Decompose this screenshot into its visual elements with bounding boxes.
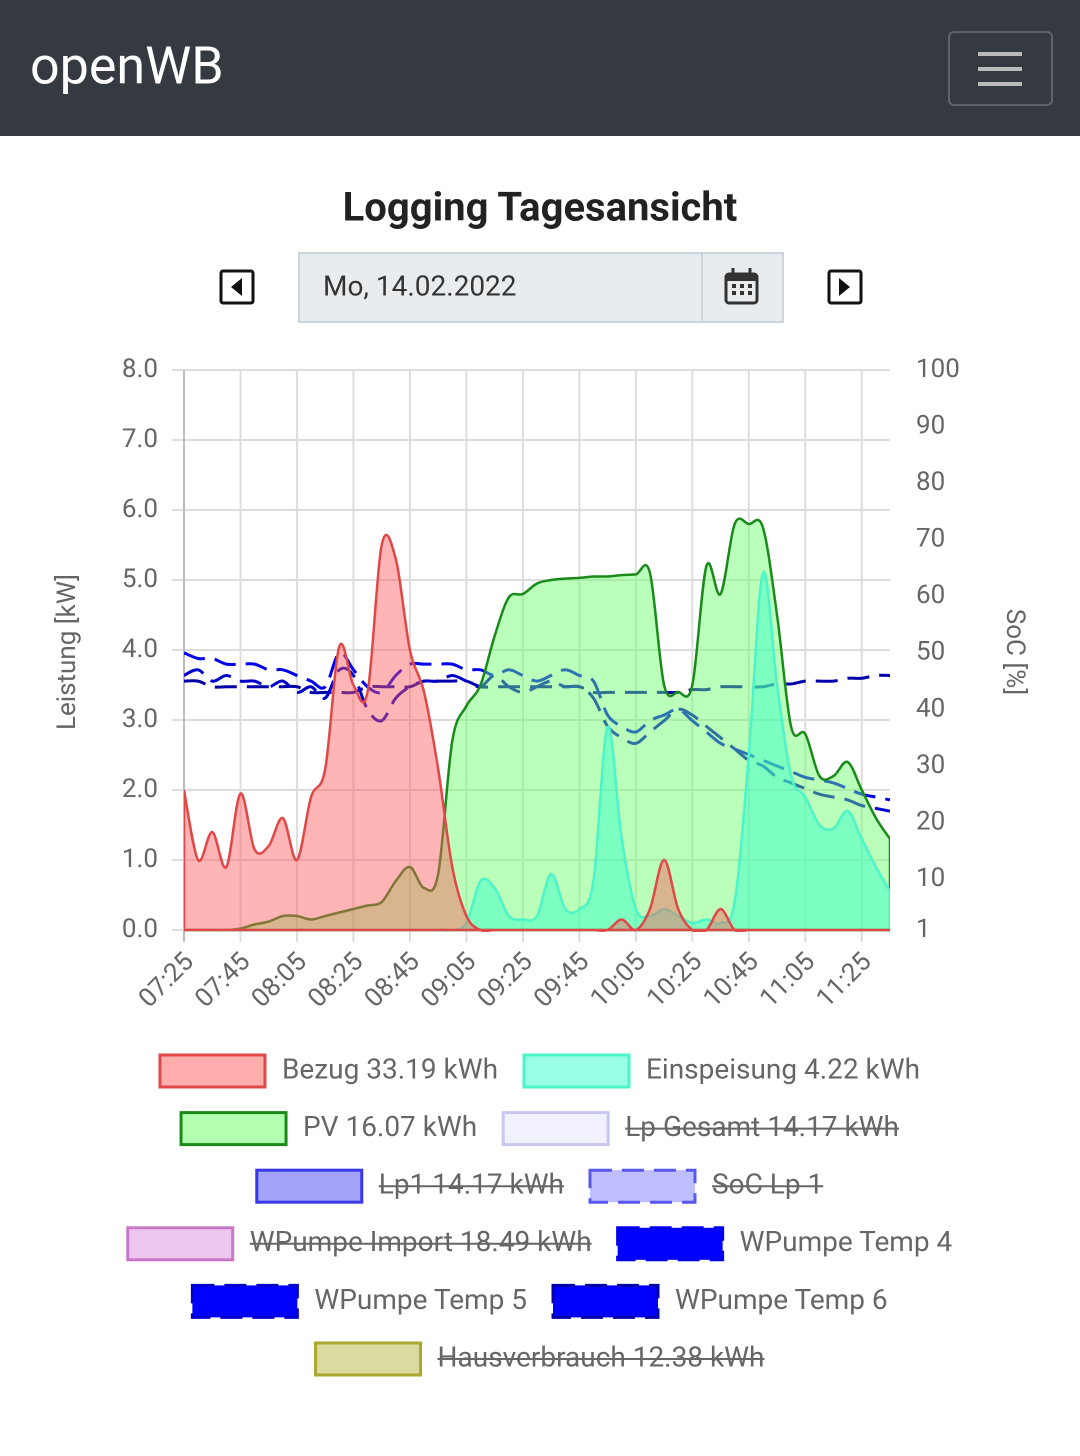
x-tick-label: 10:05 [585, 947, 652, 1014]
x-tick-label: 07:45 [189, 947, 256, 1014]
legend-swatch [126, 1226, 235, 1262]
x-tick-label: 08:05 [246, 947, 313, 1014]
legend-swatch [501, 1111, 610, 1147]
x-tick-label: 10:25 [641, 947, 708, 1014]
area [184, 533, 890, 932]
y-tick-label: 5.0 [122, 564, 158, 594]
page-title: Logging Tagesansicht [343, 184, 738, 231]
legend-item[interactable]: WPumpe Temp 4 [616, 1225, 953, 1262]
legend-item[interactable]: Hausverbrauch 12.38 kWh [314, 1340, 765, 1377]
x-tick-label: 09:25 [472, 947, 539, 1014]
y2-tick-label: 20 [916, 806, 945, 836]
legend-swatch [522, 1053, 631, 1089]
legend-swatch [588, 1168, 697, 1204]
y2-tick-label: 80 [916, 467, 945, 497]
y2-tick-label: 30 [916, 750, 945, 780]
y2-tick-label: 40 [916, 693, 945, 723]
legend-swatch [179, 1111, 288, 1147]
legend-swatch [158, 1053, 267, 1089]
x-tick-label: 11:25 [811, 947, 878, 1014]
legend-item[interactable]: PV 16.07 kWh [179, 1110, 477, 1147]
legend-item[interactable]: Lp1 14.17 kWh [255, 1168, 564, 1204]
legend-item[interactable]: Bezug 33.19 kWh [158, 1052, 498, 1089]
area [184, 517, 890, 932]
y2-axis-label: SoC [%] [1000, 609, 1030, 695]
legend-item[interactable]: WPumpe Temp 6 [551, 1283, 888, 1319]
legend-label: Lp Gesamt 14.17 kWh [625, 1110, 899, 1143]
y2-tick-label: 70 [916, 524, 945, 554]
legend-label: Lp1 14.17 kWh [379, 1168, 564, 1201]
legend-label: WPumpe Temp 6 [675, 1283, 888, 1316]
temp-line [184, 651, 890, 802]
x-tick-label: 08:45 [359, 947, 426, 1014]
legend-label: Bezug 33.19 kWh [282, 1052, 498, 1085]
y2-tick-label: 100 [916, 354, 960, 384]
x-tick-label: 07:25 [133, 947, 200, 1014]
navbar [0, 0, 1080, 136]
legend-label: SoC Lp 1 [712, 1168, 823, 1201]
y-tick-label: 0.0 [122, 914, 158, 944]
y-tick-label: 8.0 [122, 354, 158, 384]
legend-item[interactable]: Lp Gesamt 14.17 kWh [501, 1110, 899, 1147]
legend-swatch [190, 1283, 299, 1319]
legend-item[interactable]: SoC Lp 1 [588, 1168, 824, 1204]
y2-tick-label: 60 [916, 580, 945, 610]
y-axis-label: Leistung [kW] [52, 574, 82, 730]
brand[interactable]: openWB [30, 36, 224, 97]
y2-tick-label: 50 [916, 637, 945, 667]
legend-swatch [551, 1283, 660, 1319]
legend-label: WPumpe Temp 4 [740, 1225, 953, 1258]
menu-button[interactable] [948, 31, 1053, 106]
y2-tick-label: 90 [916, 410, 945, 440]
plot-area [184, 517, 890, 932]
y-tick-label: 6.0 [122, 494, 158, 524]
y2-tick-label: 1 [916, 914, 931, 944]
y-tick-label: 1.0 [122, 844, 158, 874]
x-tick-label: 08:25 [302, 947, 369, 1014]
x-tick-label: 10:45 [698, 947, 765, 1014]
temp-line [184, 666, 890, 813]
legend-label: WPumpe Import 18.49 kWh [250, 1225, 592, 1258]
next-day[interactable] [827, 269, 863, 305]
legend-swatch [255, 1168, 364, 1204]
legend-item[interactable]: WPumpe Temp 5 [190, 1283, 527, 1319]
legend-label: WPumpe Temp 5 [314, 1283, 527, 1316]
calendar-button[interactable] [701, 253, 759, 322]
x-tick-label: 09:05 [415, 947, 482, 1014]
prev-day[interactable] [219, 269, 255, 305]
date-text: Mo, 14.02.2022 [323, 269, 517, 302]
y2-tick-label: 10 [916, 863, 945, 893]
legend-swatch [314, 1341, 423, 1377]
x-tick-label: 09:45 [528, 947, 595, 1014]
legend-item[interactable]: Einspeisung 4.22 kWh [522, 1052, 920, 1089]
x-tick-label: 11:05 [754, 947, 821, 1014]
y-tick-label: 4.0 [122, 634, 158, 664]
legend-swatch [616, 1226, 725, 1262]
y-tick-label: 3.0 [122, 704, 158, 734]
legend-label: Einspeisung 4.22 kWh [646, 1052, 920, 1085]
legend-label: Hausverbrauch 12.38 kWh [438, 1340, 765, 1373]
y-tick-label: 2.0 [122, 774, 158, 804]
legend-item[interactable]: WPumpe Import 18.49 kWh [126, 1225, 592, 1262]
y-tick-label: 7.0 [122, 424, 158, 454]
legend-label: PV 16.07 kWh [303, 1110, 477, 1143]
